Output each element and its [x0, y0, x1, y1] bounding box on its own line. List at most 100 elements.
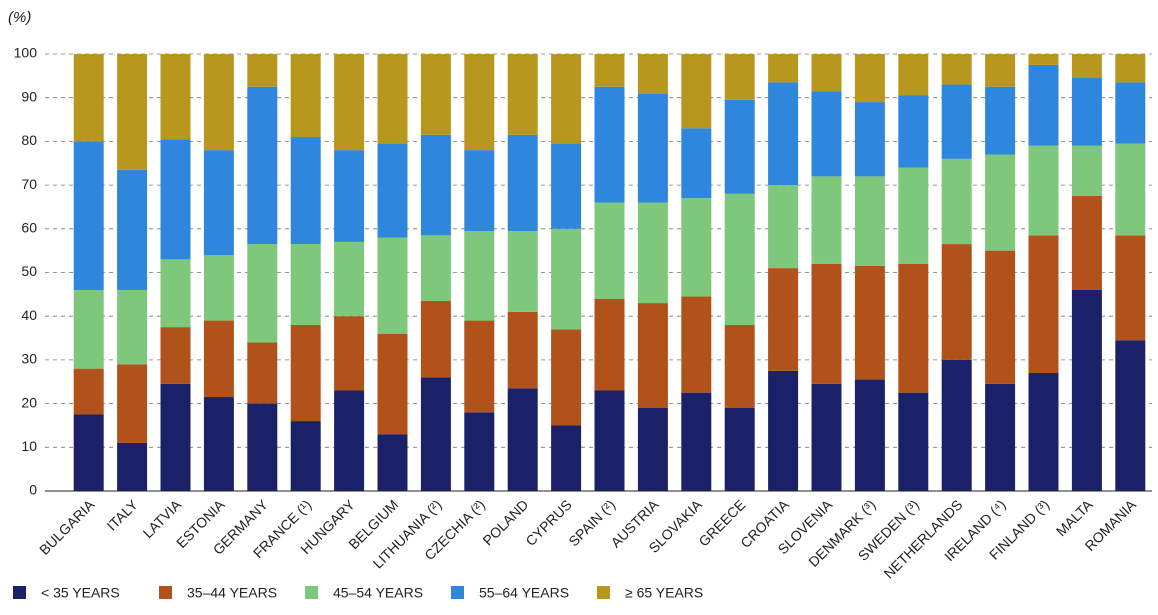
- bar-segment: [724, 324, 755, 408]
- bar-segment: [334, 390, 365, 491]
- bar-segment: [637, 54, 668, 94]
- bar-segment: [73, 54, 104, 142]
- bar-segment: [160, 383, 191, 491]
- bar-segment: [811, 54, 842, 92]
- bar-segment: [594, 86, 625, 203]
- legend-swatch: [159, 586, 172, 599]
- bar-segment: [724, 407, 755, 491]
- bar-segment: [681, 296, 712, 393]
- legend-label: 55–64 YEARS: [479, 585, 569, 601]
- bar-segment: [290, 54, 321, 138]
- legend-swatch: [13, 586, 26, 599]
- bar-segment: [1115, 340, 1146, 491]
- bar-segment: [160, 139, 191, 260]
- bar-segment: [117, 289, 148, 365]
- y-tick-label: 70: [21, 176, 37, 192]
- bar-segment: [334, 54, 365, 151]
- x-tick-label: ITALY: [103, 496, 141, 534]
- bar-segment: [985, 86, 1016, 155]
- bar-segment: [334, 150, 365, 242]
- bar-segment: [507, 54, 538, 135]
- bar-segment: [1028, 235, 1059, 374]
- bar-segment: [898, 95, 929, 168]
- bar-segment: [1115, 235, 1146, 341]
- bar-segment: [420, 300, 451, 378]
- bar-segment: [1115, 143, 1146, 236]
- bar-segment: [420, 134, 451, 236]
- legend-label: ≥ 65 YEARS: [625, 585, 703, 601]
- bar-segment: [768, 82, 799, 186]
- bar-segment: [854, 379, 885, 491]
- bar-segment: [898, 167, 929, 264]
- bar-segment: [941, 158, 972, 245]
- bar-segment: [768, 185, 799, 269]
- bar-segment: [898, 54, 929, 96]
- bar-segment: [247, 86, 278, 245]
- bar-segment: [551, 329, 582, 426]
- bar-segment: [637, 202, 668, 304]
- bar-segment: [1115, 54, 1146, 83]
- bar-segment: [898, 392, 929, 491]
- legend-swatch: [451, 586, 464, 599]
- bar-segment: [1071, 78, 1102, 146]
- bar-segment: [247, 244, 278, 343]
- x-tick-label: BULGARIA: [36, 496, 98, 558]
- bar-segment: [334, 316, 365, 391]
- bar-segment: [464, 54, 495, 151]
- bar-segment: [464, 150, 495, 231]
- bar-segment: [1071, 196, 1102, 290]
- bar-segment: [724, 193, 755, 325]
- bar-segment: [724, 54, 755, 100]
- bar-segment: [1028, 54, 1059, 65]
- bar-segment: [1028, 145, 1059, 236]
- bar-segment: [464, 230, 495, 321]
- bar-segment: [290, 244, 321, 325]
- y-tick-label: 90: [21, 88, 37, 104]
- y-tick-label: 20: [21, 394, 37, 410]
- bar-segment: [160, 327, 191, 384]
- bar-segment: [117, 169, 148, 290]
- x-tick-label: POLAND: [479, 496, 531, 548]
- y-tick-label: 30: [21, 351, 37, 367]
- bar-segment: [1071, 54, 1102, 79]
- bar-segment: [985, 383, 1016, 491]
- bar-segment: [854, 176, 885, 266]
- bar-segment: [594, 54, 625, 87]
- legend-label: 35–44 YEARS: [187, 585, 277, 601]
- bar-segment: [724, 99, 755, 194]
- bar-segment: [768, 54, 799, 83]
- bar-segment: [73, 141, 104, 290]
- bar-segment: [377, 434, 408, 491]
- bar-segment: [768, 268, 799, 371]
- bar-segment: [73, 289, 104, 369]
- bar-segment: [507, 311, 538, 389]
- bar-segment: [898, 263, 929, 393]
- bar-segment: [681, 54, 712, 129]
- bar-segment: [117, 442, 148, 491]
- bar-segment: [941, 359, 972, 491]
- bar-segment: [160, 54, 191, 140]
- bar-segment: [203, 397, 234, 491]
- bar-segment: [377, 54, 408, 144]
- bar-segment: [941, 244, 972, 360]
- bar-segment: [290, 421, 321, 491]
- bar-segment: [594, 298, 625, 391]
- bar-segment: [854, 102, 885, 177]
- bar-segment: [247, 403, 278, 491]
- bar-segment: [1071, 145, 1102, 197]
- y-tick-label: 60: [21, 220, 37, 236]
- bar-segment: [811, 176, 842, 264]
- bar-segment: [768, 370, 799, 491]
- bar-segment: [420, 54, 451, 135]
- bar-segment: [637, 407, 668, 491]
- bar-segment: [420, 377, 451, 491]
- bar-segment: [334, 241, 365, 317]
- bar-segment: [681, 392, 712, 491]
- bar-segment: [73, 414, 104, 491]
- bar-segment: [551, 425, 582, 491]
- bar-segment: [854, 54, 885, 103]
- bar-segment: [1028, 64, 1059, 146]
- bar-segment: [637, 93, 668, 203]
- legend-label: < 35 YEARS: [41, 585, 120, 601]
- bar-segment: [203, 255, 234, 321]
